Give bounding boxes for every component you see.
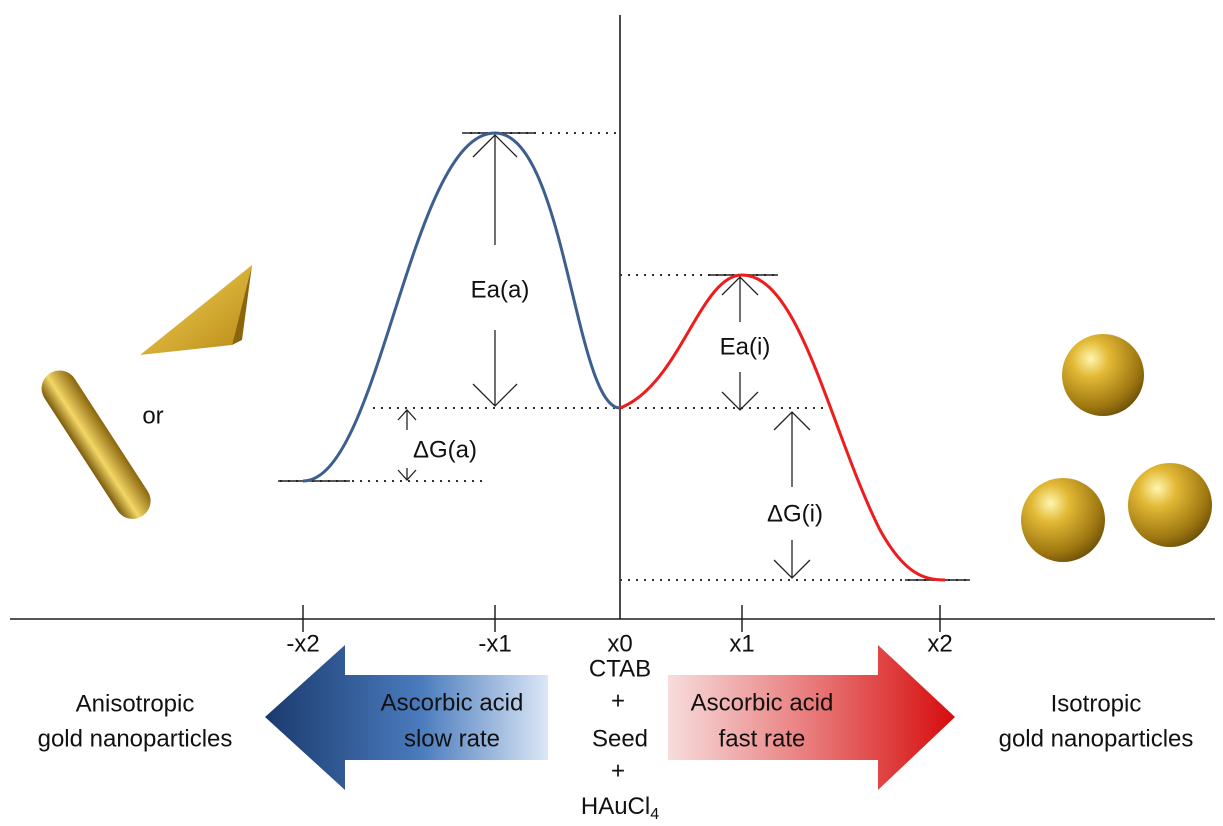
level-marks (278, 132, 970, 581)
reagent-subscript: 4 (650, 806, 659, 823)
reagent: CTAB (589, 655, 651, 682)
dotted-levels (280, 132, 970, 581)
ea-a-label: Ea(a) (471, 276, 530, 303)
fast-arrow-text: fast rate (719, 725, 806, 752)
reagent-formula: HAuCl (581, 793, 650, 820)
right-product-text: Isotropic (1051, 690, 1142, 717)
gold-sphere (1128, 463, 1212, 547)
left-product-text: gold nanoparticles (38, 725, 233, 752)
reagent: + (611, 687, 625, 714)
left-product-text: Anisotropic (76, 690, 195, 717)
axis-tick-label: x1 (729, 630, 754, 657)
axis-tick-label: -x1 (478, 630, 511, 657)
axis-tick-label: -x2 (286, 630, 319, 657)
gold-rod (41, 370, 151, 519)
gold-sphere (1062, 334, 1144, 416)
slow-rate-arrow (265, 645, 548, 790)
ea-i-label: Ea(i) (720, 333, 771, 360)
reagent: HAuCl4 (581, 793, 659, 823)
reagent: Seed (592, 725, 648, 752)
axis-tick-label: x0 (607, 630, 632, 657)
axis-ticks (302, 605, 941, 632)
energy-arrows (397, 134, 811, 579)
dg-a-label: ΔG(a) (413, 436, 477, 463)
fast-arrow-text: Ascorbic acid (691, 689, 834, 716)
fast-rate-arrow (668, 645, 955, 790)
reagent: + (611, 757, 625, 784)
gold-sphere (1021, 478, 1105, 562)
axis-tick-label: x2 (927, 630, 952, 657)
isotropic-curve (619, 273, 946, 582)
gold-triangle (140, 265, 252, 355)
or-label: or (142, 402, 163, 429)
slow-arrow-text: Ascorbic acid (381, 689, 524, 716)
slow-arrow-text: slow rate (404, 725, 500, 752)
right-product-text: gold nanoparticles (999, 725, 1194, 752)
dg-i-label: ΔG(i) (767, 500, 823, 527)
gold-triangle-edge (232, 265, 252, 345)
anisotropic-curve (302, 131, 621, 483)
